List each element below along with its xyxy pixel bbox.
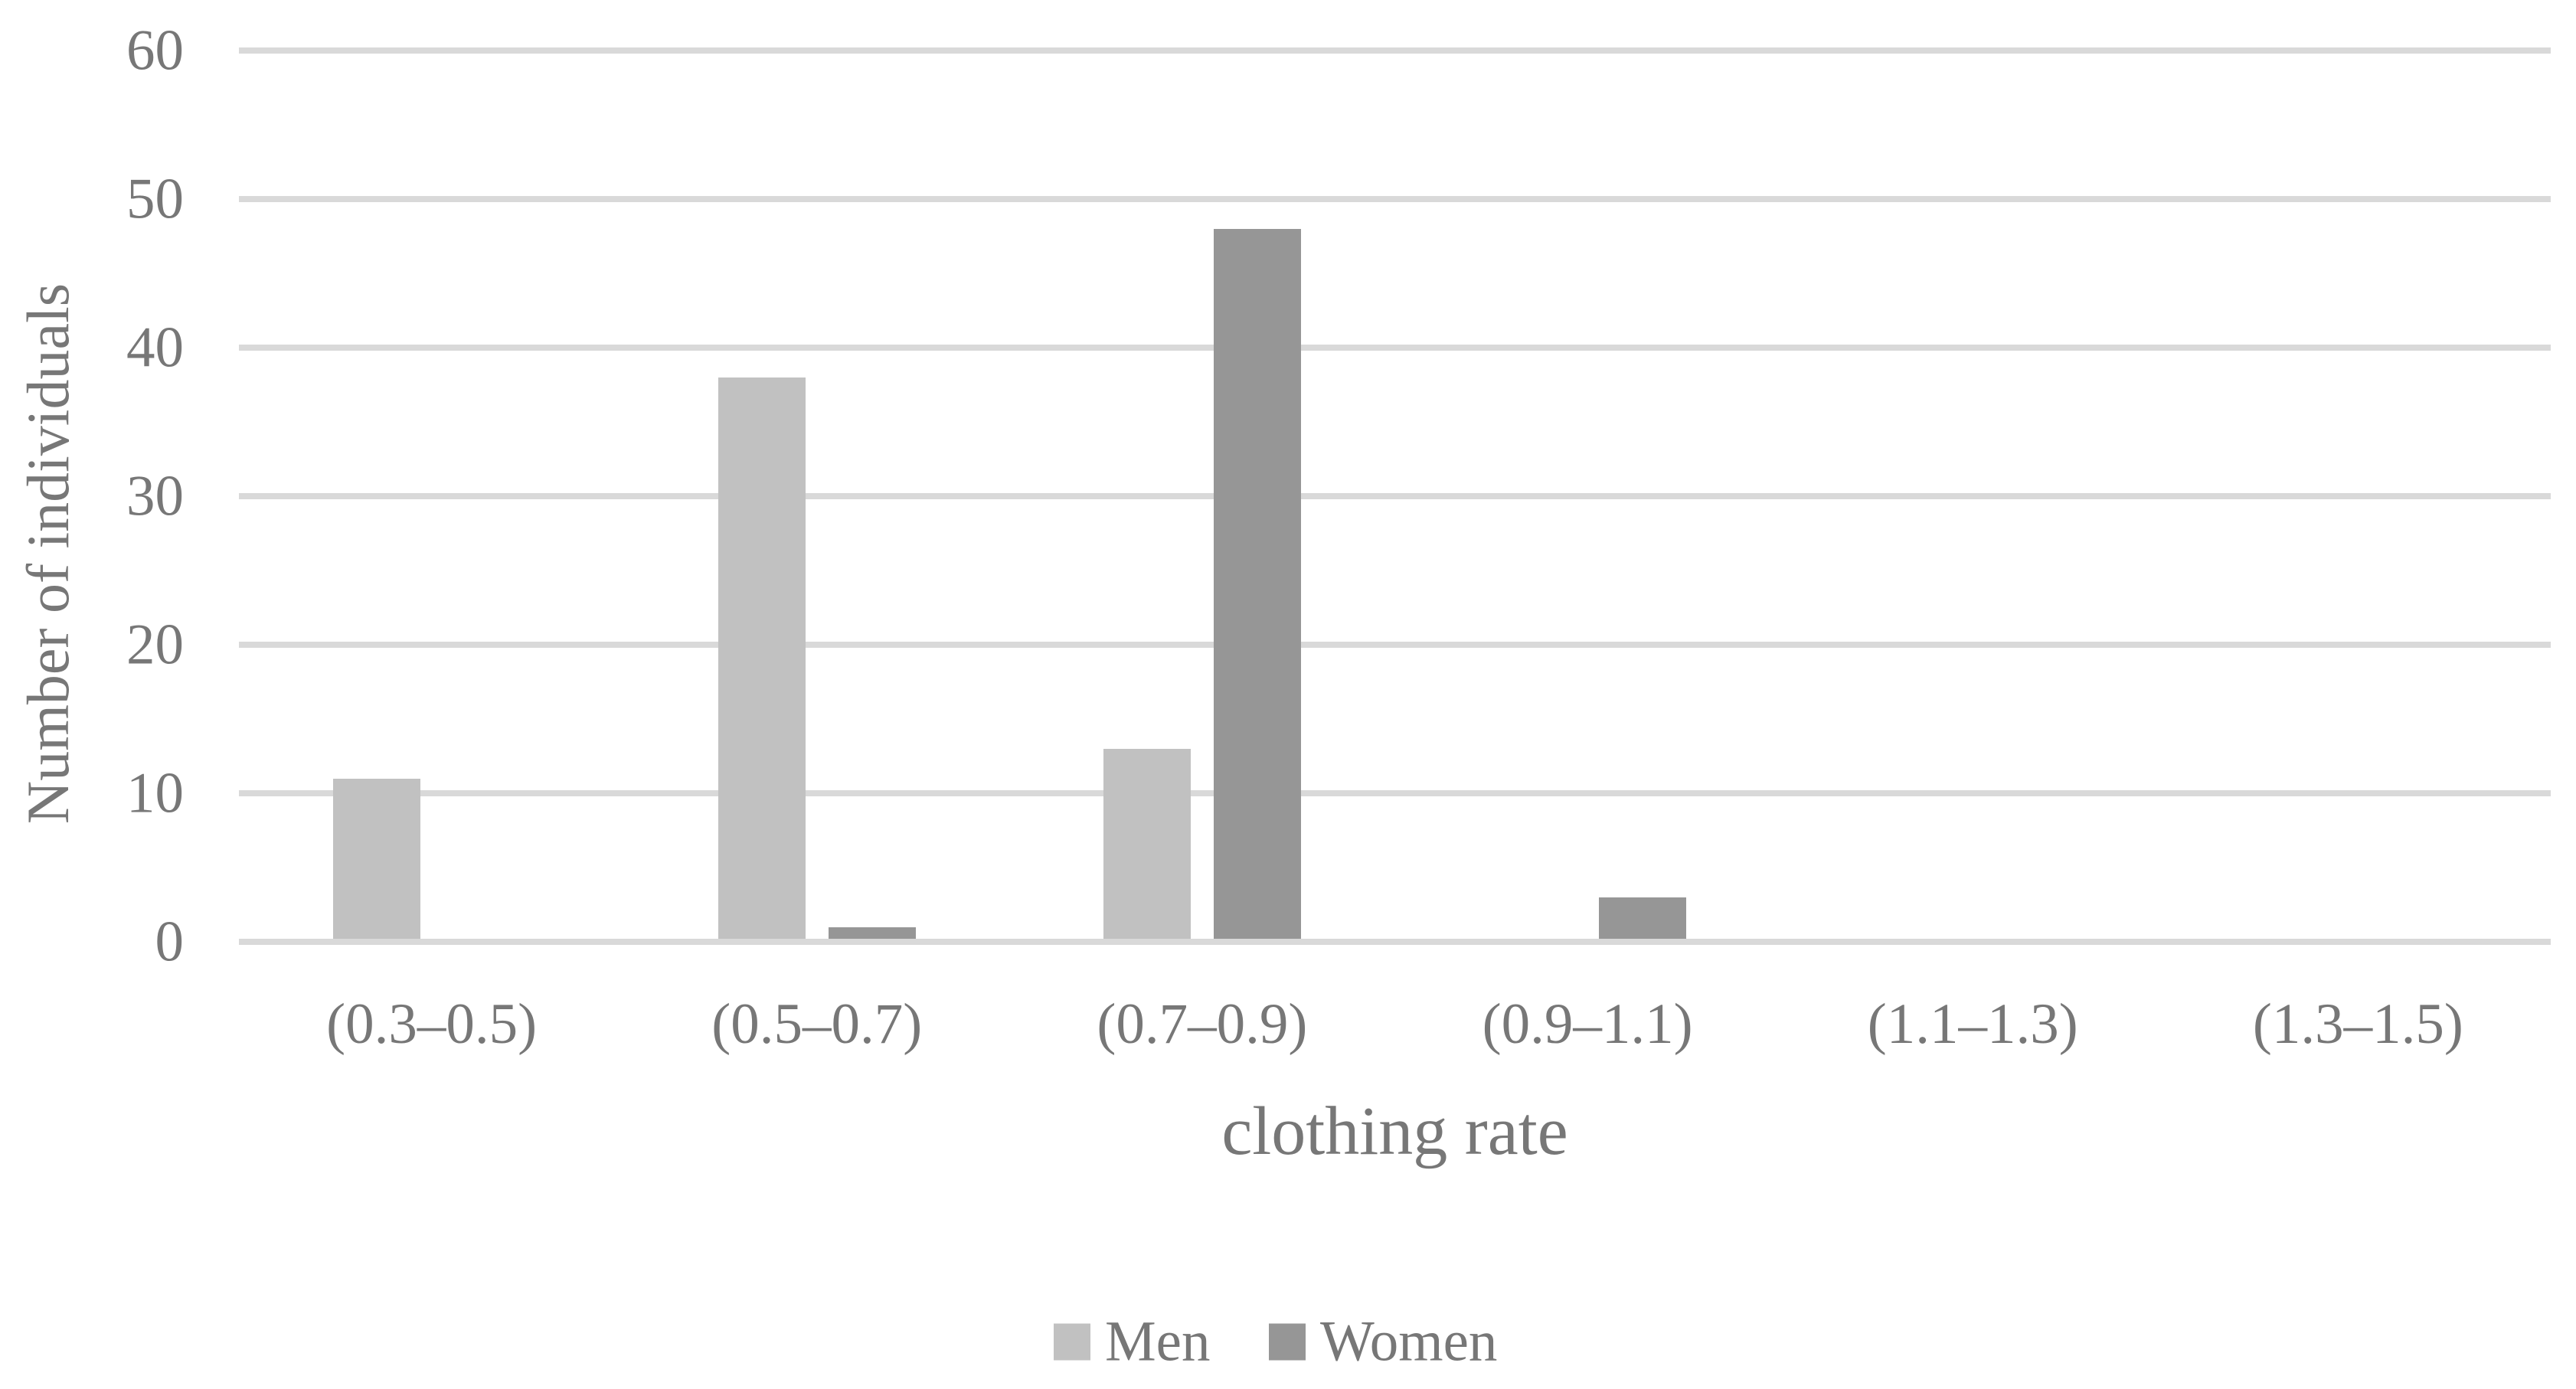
bar-men-3 <box>1103 748 1191 942</box>
x-axis-line <box>239 939 2551 945</box>
bar-women-4 <box>1599 897 1687 942</box>
y-tick-label-60: 60 <box>126 18 184 83</box>
gridline-y30 <box>239 493 2551 499</box>
legend-label-women: Women <box>1320 1309 1498 1374</box>
legend-swatch-women <box>1269 1323 1306 1360</box>
x-tick-label-4: (0.9–1.1) <box>1482 992 1693 1056</box>
y-tick-label-20: 20 <box>126 613 184 677</box>
x-tick-label-6: (1.3–1.5) <box>2252 992 2463 1056</box>
gridline-y20 <box>239 642 2551 648</box>
x-axis-title: clothing rate <box>1221 1093 1568 1169</box>
legend-swatch-men <box>1054 1323 1090 1360</box>
y-tick-label-50: 50 <box>126 167 184 231</box>
y-axis-title: Number of individuals <box>15 283 81 825</box>
legend-item-men: Men <box>1054 1313 1210 1371</box>
x-tick-label-1: (0.3–0.5) <box>326 992 538 1056</box>
legend-item-women: Women <box>1269 1313 1497 1371</box>
y-tick-label-10: 10 <box>126 761 184 825</box>
legend-label-men: Men <box>1105 1309 1211 1374</box>
bar-women-2 <box>828 927 916 942</box>
bar-women-3 <box>1213 228 1301 942</box>
gridline-y60 <box>239 47 2551 54</box>
gridline-y40 <box>239 345 2551 351</box>
y-tick-label-30: 30 <box>126 464 184 528</box>
gridline-y10 <box>239 790 2551 796</box>
y-tick-label-0: 0 <box>155 910 185 974</box>
x-tick-label-5: (1.1–1.3) <box>1867 992 2078 1056</box>
x-tick-label-3: (0.7–0.9) <box>1097 992 1308 1056</box>
y-tick-label-40: 40 <box>126 315 184 380</box>
bar-men-1 <box>332 778 420 942</box>
bar-men-2 <box>718 377 806 942</box>
gridline-y50 <box>239 196 2551 202</box>
x-tick-label-2: (0.5–0.7) <box>711 992 923 1056</box>
